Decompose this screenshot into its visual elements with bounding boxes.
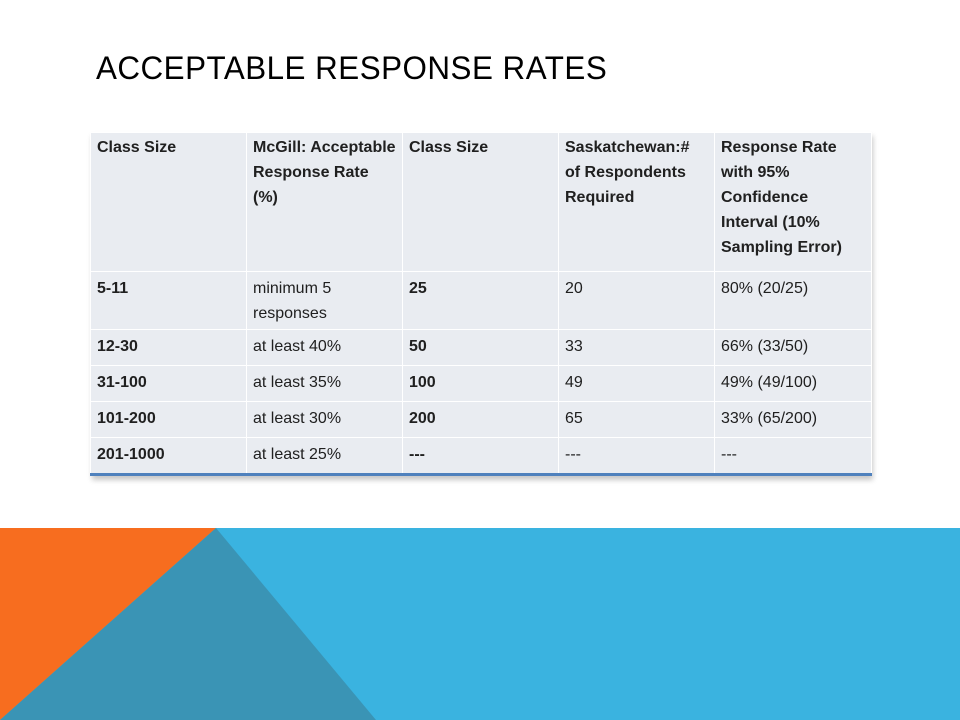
cell-respondents-required: 49 (558, 365, 715, 402)
cell-response-rate: 80% (20/25) (714, 271, 872, 330)
cell-mcgill-class-size: 201-1000 (90, 437, 247, 475)
cell-mcgill-class-size: 31-100 (90, 365, 247, 402)
table-row: 12-30 at least 40% 50 33 66% (33/50) (90, 329, 872, 366)
header-response-rate-confidence: Response Rate with 95% Confidence Interv… (714, 132, 872, 272)
cell-mcgill-rate: at least 25% (246, 437, 403, 475)
teal-triangle (0, 528, 376, 720)
header-class-size: Class Size (90, 132, 247, 272)
table-row: 201-1000 at least 25% --- --- --- (90, 437, 872, 475)
response-rates-table-container: Class Size McGill: Acceptable Response R… (90, 132, 872, 476)
cell-sask-class-size: 25 (402, 271, 559, 330)
cell-sask-class-size: 100 (402, 365, 559, 402)
cell-mcgill-class-size: 101-200 (90, 401, 247, 438)
header-mcgill-acceptable-rate: McGill: Acceptable Response Rate (%) (246, 132, 403, 272)
cell-response-rate: 49% (49/100) (714, 365, 872, 402)
slide-title: ACCEPTABLE RESPONSE RATES (96, 50, 608, 86)
cell-respondents-required: 20 (558, 271, 715, 330)
cell-mcgill-rate: minimum 5 responses (246, 271, 403, 330)
table-row: 101-200 at least 30% 200 65 33% (65/200) (90, 401, 872, 438)
cell-response-rate: 66% (33/50) (714, 329, 872, 366)
cell-mcgill-rate: at least 40% (246, 329, 403, 366)
response-rates-table: Class Size McGill: Acceptable Response R… (90, 132, 872, 476)
cell-mcgill-class-size: 12-30 (90, 329, 247, 366)
table-row: 5-11 minimum 5 responses 25 20 80% (20/2… (90, 271, 872, 330)
table-row: 31-100 at least 35% 100 49 49% (49/100) (90, 365, 872, 402)
cell-mcgill-rate: at least 30% (246, 401, 403, 438)
table-header-row: Class Size McGill: Acceptable Response R… (90, 132, 872, 272)
decorative-background-shapes (0, 528, 960, 720)
cell-respondents-required: 33 (558, 329, 715, 366)
cell-respondents-required: 65 (558, 401, 715, 438)
cell-respondents-required: --- (558, 437, 715, 475)
cell-mcgill-class-size: 5-11 (90, 271, 247, 330)
cell-sask-class-size: --- (402, 437, 559, 475)
header-respondents-required: Saskatchewan:# of Respondents Required (558, 132, 715, 272)
cell-sask-class-size: 200 (402, 401, 559, 438)
header-class-size-saskatchewan: Class Size (402, 132, 559, 272)
cell-response-rate: 33% (65/200) (714, 401, 872, 438)
cell-response-rate: --- (714, 437, 872, 475)
cell-mcgill-rate: at least 35% (246, 365, 403, 402)
cell-sask-class-size: 50 (402, 329, 559, 366)
